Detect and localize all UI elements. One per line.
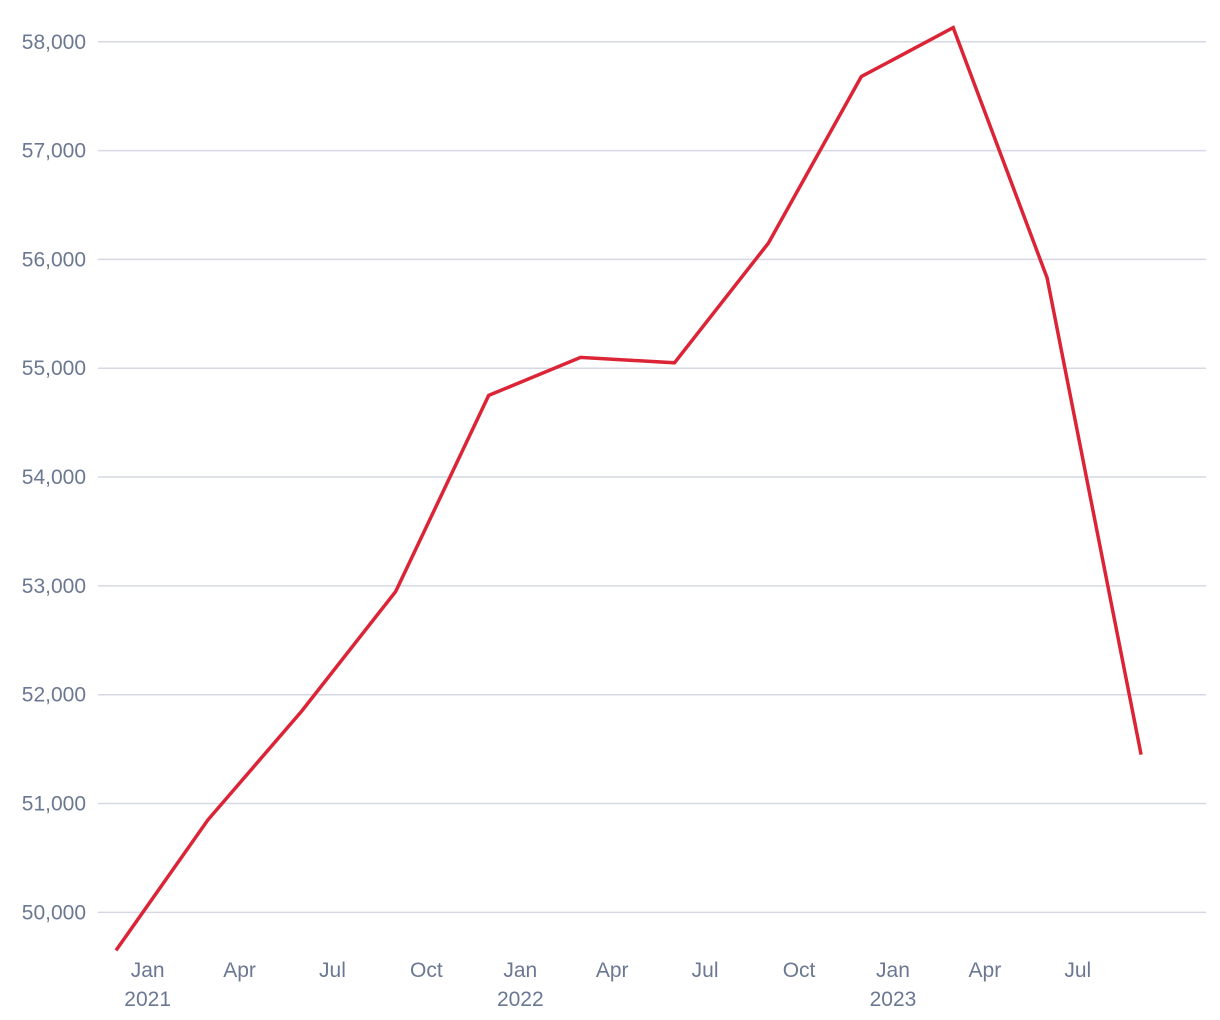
x-tick-label: Apr (969, 959, 1002, 982)
x-tick-year-label: 2022 (497, 988, 544, 1011)
y-tick-label: 50,000 (22, 901, 86, 924)
x-tick-label: Jan (503, 959, 537, 982)
y-tick-label: 54,000 (22, 466, 86, 489)
y-tick-label: 52,000 (22, 684, 86, 707)
y-tick-label: 51,000 (22, 793, 86, 816)
x-tick-label: Jan (131, 959, 165, 982)
x-tick-year-label: 2023 (870, 988, 917, 1011)
x-tick-label: Jul (1064, 959, 1091, 982)
x-tick-label: Jan (876, 959, 910, 982)
series-group (114, 25, 1143, 952)
x-tick-label: Apr (596, 959, 629, 982)
y-tick-label: 57,000 (22, 140, 86, 163)
y-tick-label: 55,000 (22, 357, 86, 380)
x-tick-label: Apr (223, 959, 256, 982)
gridlines (98, 41, 1206, 914)
y-tick-label: 58,000 (22, 31, 86, 54)
y-tick-label: 56,000 (22, 248, 86, 271)
x-tick-label: Jul (692, 959, 719, 982)
x-tick-label: Oct (783, 959, 816, 982)
x-tick-year-label: 2021 (124, 988, 171, 1011)
x-axis-ticks: Jan 2021 Apr Jul Oct Jan 2022 Apr Jul Oct Jan 2023 A… (124, 959, 1091, 1011)
y-axis-ticks: 50,000 51,000 52,000 53,000 54,000 55,000 56,0… (22, 31, 86, 925)
y-tick-label: 53,000 (22, 575, 86, 598)
x-tick-label: Oct (410, 959, 443, 982)
x-tick-label: Jul (319, 959, 346, 982)
series-line (114, 25, 1143, 952)
